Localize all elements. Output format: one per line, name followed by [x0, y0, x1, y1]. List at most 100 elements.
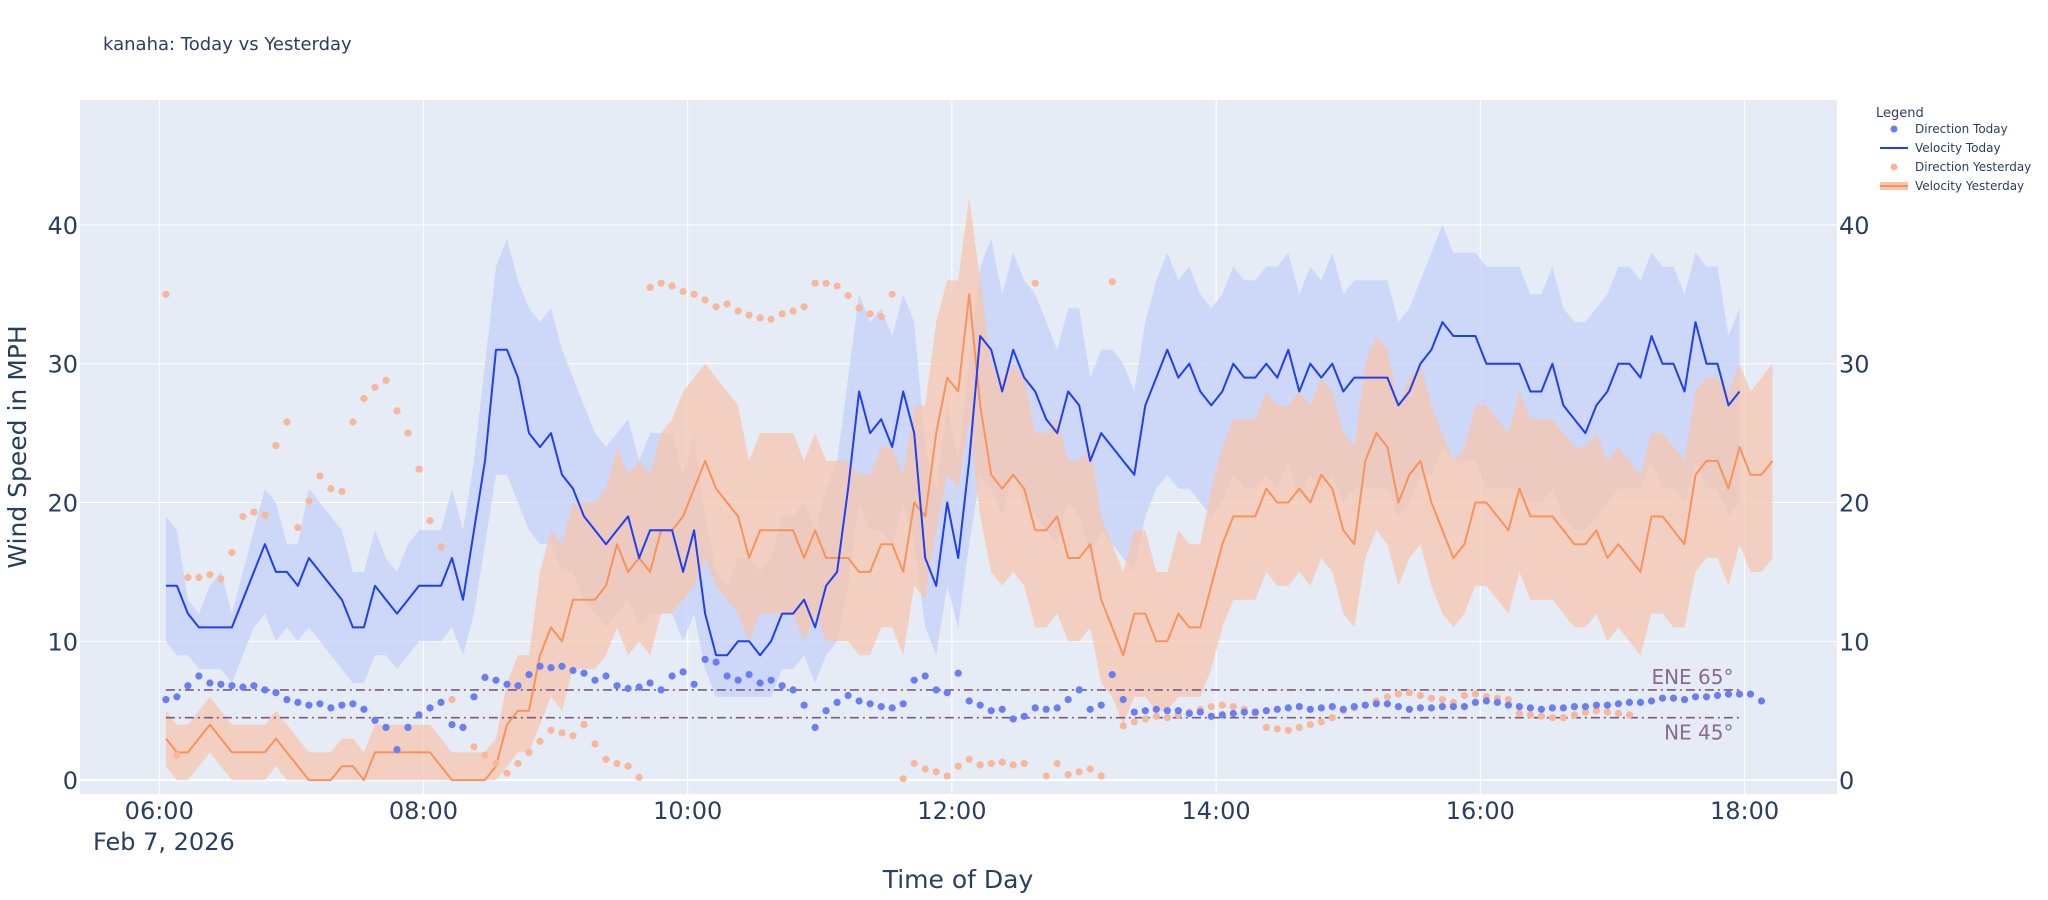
- direction-yesterday-point: [1581, 708, 1589, 716]
- reference-lines: ENE 65° NE 45°: [165, 665, 1740, 745]
- direction-today-point: [679, 668, 687, 676]
- direction-today-point: [228, 682, 236, 690]
- direction-yesterday-point: [162, 290, 170, 298]
- direction-yesterday-point: [1042, 772, 1050, 780]
- direction-today-point: [1702, 693, 1711, 701]
- legend[interactable]: Legend Direction Today Velocity Today Dire…: [1876, 106, 2031, 193]
- direction-yesterday-point: [261, 511, 269, 519]
- direction-yesterday-point: [1284, 726, 1292, 734]
- velocity-today-line: [165, 321, 1741, 657]
- direction-yesterday-point: [1075, 768, 1083, 776]
- direction-yesterday-point: [932, 768, 940, 776]
- chart-title: kanaha: Today vs Yesterday: [103, 34, 352, 55]
- direction-points: [162, 278, 1766, 783]
- direction-yesterday-point: [943, 772, 951, 780]
- direction-today-point: [712, 658, 720, 666]
- direction-today-point: [701, 655, 709, 664]
- direction-yesterday-point: [1471, 690, 1479, 698]
- direction-yesterday-point: [492, 759, 500, 768]
- direction-today-point: [1724, 690, 1733, 698]
- direction-today-point: [1493, 698, 1501, 707]
- direction-yesterday-point: [228, 548, 236, 557]
- direction-today-point: [1405, 705, 1413, 713]
- direction-yesterday-point: [602, 755, 610, 763]
- direction-yesterday-point: [624, 762, 632, 770]
- direction-yesterday-point: [536, 737, 544, 745]
- direction-yesterday-point: [1273, 725, 1281, 733]
- direction-today-point: [635, 683, 643, 691]
- direction-today-point: [217, 680, 225, 688]
- direction-today-point: [1570, 703, 1578, 711]
- direction-yesterday-point: [250, 508, 258, 516]
- direction-yesterday-point: [272, 442, 280, 450]
- date-label: Feb 7, 2026: [93, 828, 235, 856]
- direction-yesterday-point: [1537, 712, 1545, 720]
- direction-yesterday-point: [778, 310, 786, 318]
- direction-today-point: [987, 707, 995, 715]
- direction-today-point: [184, 682, 192, 690]
- direction-yesterday-point: [338, 487, 346, 495]
- direction-yesterday-point: [833, 282, 841, 290]
- direction-yesterday-point: [580, 721, 588, 729]
- direction-yesterday-point: [1152, 712, 1160, 720]
- direction-yesterday-point: [1108, 278, 1116, 286]
- legend-label-1: Velocity Today: [1915, 141, 2001, 155]
- direction-today-point: [723, 672, 731, 680]
- legend-title: Legend: [1876, 106, 1924, 121]
- direction-yesterday-point: [1119, 722, 1127, 730]
- y-axis-title: Wind Speed in MPH: [3, 325, 32, 568]
- direction-today-point: [1207, 712, 1215, 720]
- direction-today-point: [558, 662, 566, 670]
- direction-yesterday-point: [1526, 711, 1534, 719]
- direction-yesterday-point: [921, 765, 929, 773]
- direction-today-point: [1669, 694, 1678, 702]
- direction-today-point: [1031, 704, 1039, 712]
- direction-yesterday-point: [349, 418, 357, 426]
- direction-today-point: [657, 686, 665, 694]
- direction-yesterday-point: [1207, 703, 1215, 711]
- y-tick-right-3: 30: [1839, 351, 1870, 379]
- direction-today-point: [1537, 705, 1545, 713]
- direction-yesterday-point: [1570, 711, 1578, 719]
- direction-today-point: [437, 698, 445, 707]
- direction-yesterday-point: [195, 573, 203, 582]
- direction-yesterday-point: [811, 279, 819, 287]
- velocity-lines: [165, 293, 1774, 782]
- direction-yesterday-point: [404, 429, 412, 437]
- direction-today-point: [1757, 697, 1766, 705]
- direction-yesterday-point: [679, 287, 687, 296]
- direction-yesterday-point: [1097, 772, 1105, 780]
- direction-today-point: [1350, 703, 1358, 711]
- direction-yesterday-point: [547, 726, 555, 734]
- direction-today-point: [305, 701, 313, 709]
- direction-yesterday-point: [316, 472, 324, 480]
- direction-today-point: [899, 700, 907, 708]
- direction-today-point: [470, 693, 478, 701]
- x-tick-3: 12:00: [917, 797, 986, 825]
- direction-today-point: [1427, 704, 1435, 712]
- direction-yesterday-point: [822, 279, 830, 287]
- direction-yesterday-point: [1218, 701, 1226, 709]
- y-tick-left-3: 30: [47, 351, 78, 379]
- direction-yesterday-point: [206, 571, 214, 579]
- direction-today-point: [965, 697, 973, 705]
- direction-yesterday-point: [789, 307, 797, 315]
- reference-label-0: ENE 65°: [1651, 665, 1733, 689]
- direction-yesterday-point: [470, 743, 478, 751]
- direction-today-point: [921, 672, 929, 680]
- direction-today-point: [1515, 703, 1523, 711]
- direction-today-point: [591, 676, 599, 684]
- direction-today-point: [1603, 701, 1611, 709]
- direction-today-point: [1273, 705, 1281, 713]
- direction-today-point: [261, 686, 269, 694]
- direction-yesterday-point: [1614, 709, 1622, 718]
- direction-today-point: [1163, 707, 1171, 715]
- direction-yesterday-point: [635, 773, 643, 781]
- direction-today-point: [646, 679, 654, 687]
- direction-today-point: [1504, 701, 1512, 709]
- direction-yesterday-point: [965, 755, 973, 763]
- direction-today-point: [1262, 707, 1270, 715]
- direction-yesterday-point: [1427, 694, 1435, 702]
- direction-yesterday-point: [426, 517, 434, 525]
